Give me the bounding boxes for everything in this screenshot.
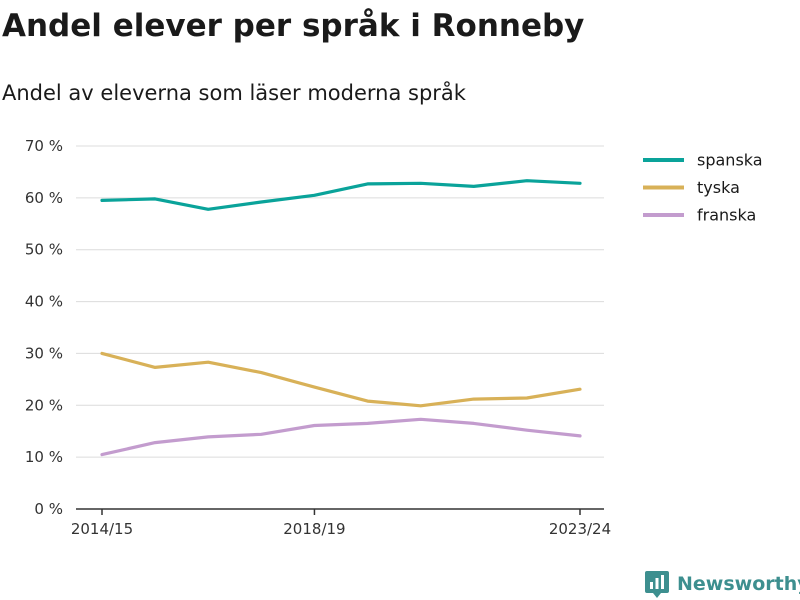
brand-logo: Newsworthy [644,568,800,600]
x-tick-label: 2014/15 [71,520,133,538]
x-tick-label: 2018/19 [283,520,345,538]
series-line-spanska [100,179,582,211]
y-tick-label: 0 % [34,500,63,518]
legend-label: franska [697,206,756,225]
brand-name: Newsworthy [677,573,800,595]
x-axis: 2014/15 2018/19 2023/24 [71,508,611,538]
grid-lines [76,145,604,458]
legend-item-spanska: spanska [643,151,763,170]
chart-subtitle: Andel av eleverna som läser moderna språ… [2,81,466,105]
legend-item-franska: franska [643,206,756,225]
newsworthy-logo-icon [645,571,669,598]
series-line-tyska [100,351,582,408]
y-tick-label: 60 % [25,189,63,207]
chart-title: Andel elever per språk i Ronneby [2,8,585,44]
series-lines [100,179,582,457]
x-tick-label: 2023/24 [549,520,611,538]
y-tick-label: 70 % [25,137,63,155]
y-tick-label: 30 % [25,344,63,362]
y-tick-label: 10 % [25,448,63,466]
legend-label: spanska [697,151,763,170]
y-axis-tick-labels: 0 % 10 % 20 % 30 % 40 % 50 % 60 % 70 % [25,137,63,518]
y-tick-label: 20 % [25,396,63,414]
y-tick-label: 50 % [25,241,63,259]
legend: spanska tyska franska [643,151,763,225]
legend-item-tyska: tyska [643,178,740,197]
series-line-franska [100,417,582,457]
y-tick-label: 40 % [25,293,63,311]
legend-label: tyska [697,178,740,197]
